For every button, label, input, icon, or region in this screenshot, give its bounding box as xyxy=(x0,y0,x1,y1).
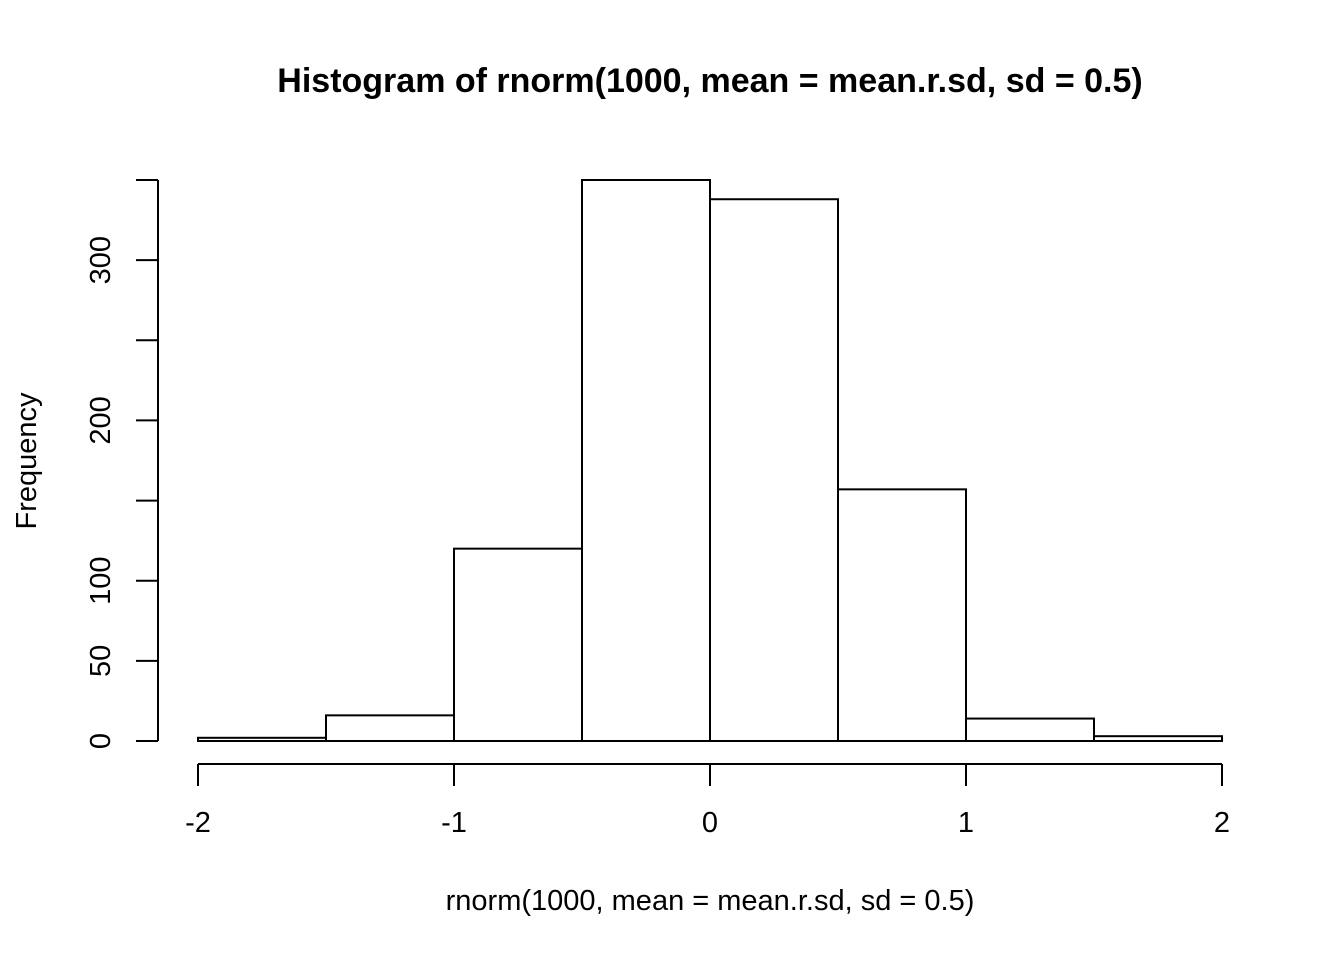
histogram-bar xyxy=(709,198,839,742)
y-tick-label: 100 xyxy=(85,557,117,605)
y-tick-label: 0 xyxy=(85,733,117,749)
chart-title: Histogram of rnorm(1000, mean = mean.r.s… xyxy=(277,62,1142,100)
y-axis-label: Frequency xyxy=(11,392,43,530)
x-tick-label: -1 xyxy=(441,807,467,839)
histogram-bar xyxy=(325,714,455,743)
histogram-bar xyxy=(453,547,583,743)
x-tick-label: 0 xyxy=(702,807,718,839)
x-axis: -2 -1 0 1 2 xyxy=(185,763,1230,839)
histogram-bar xyxy=(581,179,711,742)
x-tick-label: 1 xyxy=(958,807,974,839)
x-axis-label: rnorm(1000, mean = mean.r.sd, sd = 0.5) xyxy=(446,885,975,917)
histogram-bar xyxy=(965,717,1095,742)
y-tick-label: 300 xyxy=(85,236,117,284)
histogram-bar xyxy=(197,736,327,743)
y-tick-label: 50 xyxy=(85,645,117,677)
y-tick-label: 200 xyxy=(85,396,117,444)
x-tick-label: 2 xyxy=(1214,807,1230,839)
x-tick-label: -2 xyxy=(185,807,211,839)
y-axis: 0 50 100 200 300 xyxy=(85,179,159,749)
histogram-bar xyxy=(837,488,967,743)
histogram-bars xyxy=(197,179,1223,743)
histogram-bar xyxy=(1093,735,1223,742)
